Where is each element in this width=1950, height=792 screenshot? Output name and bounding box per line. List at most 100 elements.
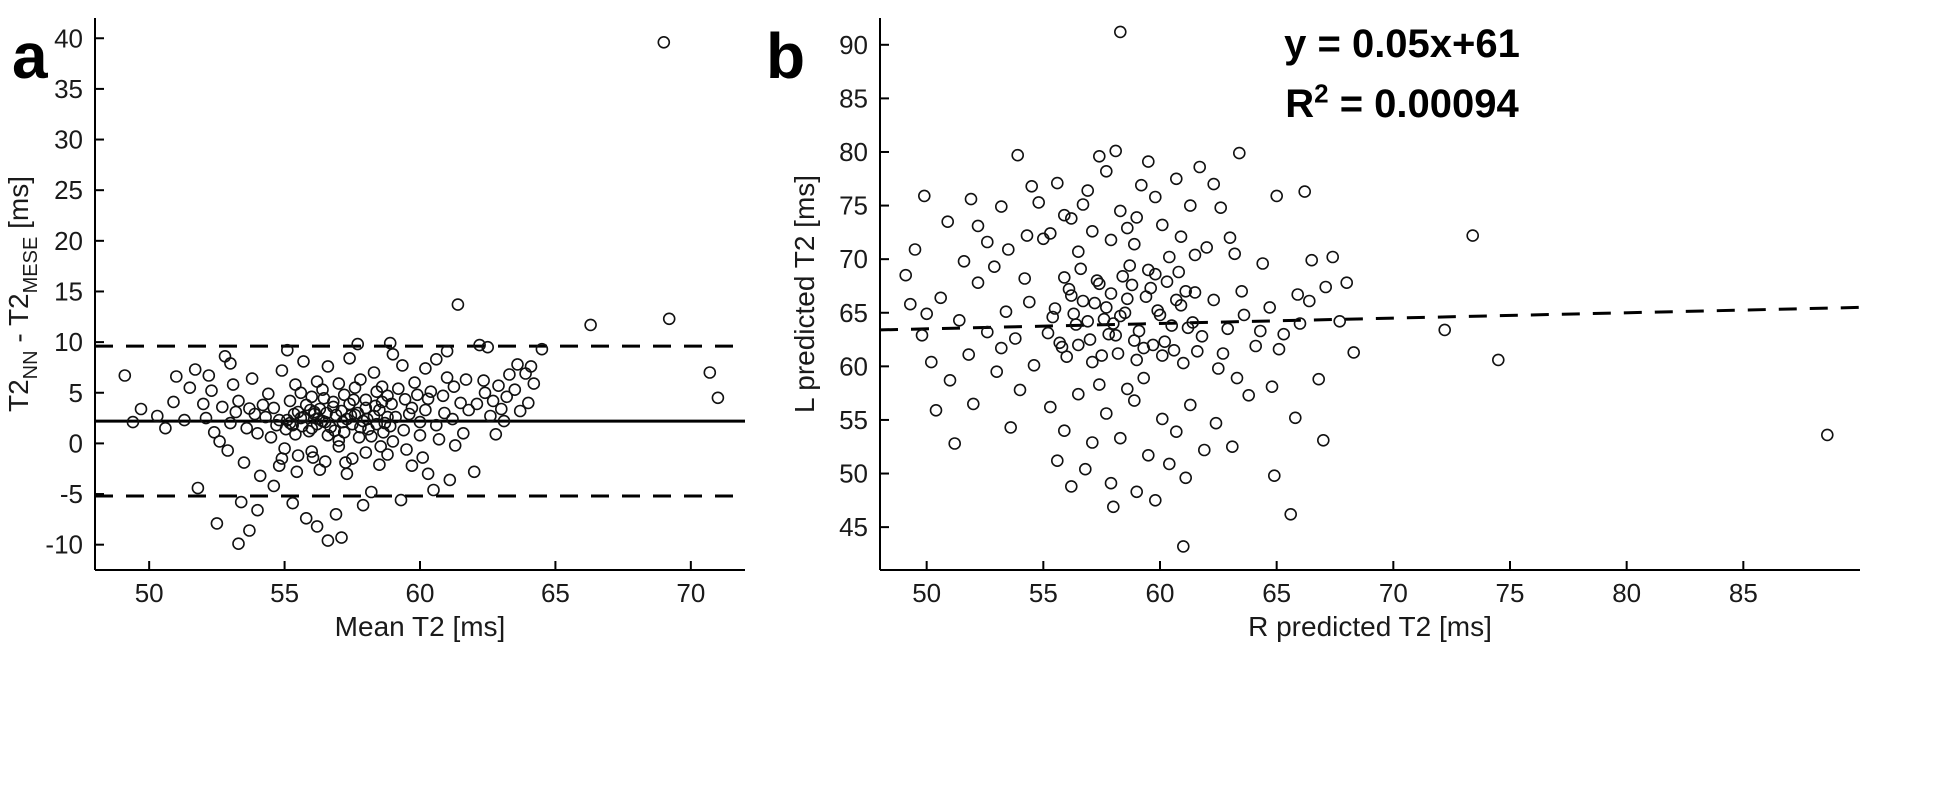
- scatter-point: [320, 406, 333, 420]
- scatter-point: [191, 481, 205, 495]
- scatter-point: [908, 243, 922, 256]
- scatter-point: [324, 420, 337, 434]
- x-tick-label: 65: [541, 578, 570, 608]
- scatter-point: [904, 297, 917, 311]
- x-tick-label: 55: [1029, 578, 1058, 608]
- scatter-point: [310, 520, 324, 533]
- scatter-point: [167, 395, 180, 409]
- scatter-point: [199, 411, 213, 425]
- scatter-point: [1120, 221, 1134, 235]
- y-tick-label: 70: [839, 244, 868, 274]
- scatter-point: [1090, 274, 1104, 287]
- y-tick-label: 40: [54, 23, 83, 53]
- x-tick-label: 60: [1146, 578, 1175, 608]
- scatter-point: [305, 445, 319, 458]
- scatter-point: [321, 534, 335, 547]
- scatter-point: [299, 511, 313, 525]
- scatter-point: [373, 403, 386, 417]
- scatter-point: [283, 394, 297, 408]
- scatter-point: [957, 254, 971, 268]
- scatter-point: [1083, 333, 1097, 346]
- scatter-point: [1232, 146, 1246, 160]
- scatter-point: [344, 409, 358, 422]
- fit-r-squared: R2 = 0.00094: [1232, 74, 1572, 134]
- scatter-point: [478, 386, 492, 400]
- scatter-point: [1041, 326, 1055, 340]
- scatter-point: [1095, 349, 1109, 362]
- scatter-point: [447, 380, 461, 394]
- scatter-point: [1316, 433, 1330, 447]
- scatter-point: [410, 388, 424, 402]
- scatter-point: [459, 373, 473, 386]
- scatter-point: [1284, 507, 1298, 521]
- scatter-point: [1125, 278, 1139, 292]
- fit-equation: y = 0.05x+61: [1284, 22, 1520, 66]
- scatter-point: [251, 426, 264, 440]
- scatter-point: [188, 363, 202, 376]
- scatter-point: [1064, 289, 1078, 302]
- scatter-point: [1319, 280, 1333, 294]
- scatter-point: [305, 390, 319, 404]
- scatter-point: [1002, 243, 1015, 256]
- scatter-point: [1176, 356, 1190, 370]
- scatter-point: [1211, 362, 1225, 375]
- scatter-point: [1291, 288, 1305, 301]
- scatter-point: [272, 459, 286, 473]
- scatter-point: [256, 398, 270, 412]
- scatter-point: [1130, 211, 1144, 224]
- scatter-point: [1127, 334, 1141, 347]
- scatter-point: [929, 403, 943, 417]
- scatter-point: [948, 437, 961, 450]
- scatter-point: [340, 467, 354, 481]
- scatter-point: [352, 430, 366, 444]
- scatter-point: [332, 440, 346, 453]
- scatter-point: [964, 192, 978, 206]
- scatter-point: [1046, 310, 1060, 324]
- x-tick-label: 60: [406, 578, 435, 608]
- scatter-point: [999, 305, 1013, 319]
- scatter-point: [240, 421, 253, 435]
- scatter-point: [328, 424, 342, 438]
- x-tick-label: 75: [1496, 578, 1525, 608]
- y-tick-label: 50: [839, 459, 868, 489]
- scatter-point: [278, 442, 291, 455]
- scatter-point: [1197, 443, 1211, 457]
- scatter-point: [1491, 353, 1505, 367]
- y-tick-label: 85: [839, 83, 868, 113]
- scatter-point: [261, 387, 275, 401]
- scatter-point: [400, 443, 413, 456]
- scatter-point: [1174, 230, 1188, 243]
- scatter-point: [990, 365, 1003, 379]
- scatter-point: [421, 467, 435, 481]
- scatter-point: [1183, 398, 1197, 412]
- scatter-point: [368, 399, 382, 413]
- scatter-point: [915, 328, 929, 342]
- y-tick-label: 75: [839, 191, 868, 221]
- scatter-point: [527, 377, 541, 390]
- scatter-point: [280, 343, 294, 357]
- scatter-point: [343, 351, 356, 365]
- scatter-point: [253, 469, 267, 483]
- scatter-point: [1120, 292, 1134, 306]
- scatter-point: [398, 392, 412, 406]
- scatter-point: [454, 396, 467, 410]
- scatter-point: [1009, 332, 1022, 345]
- scatter-point: [943, 373, 957, 387]
- scatter-point: [1228, 247, 1242, 261]
- scatter-point: [335, 531, 348, 544]
- scatter-point: [1020, 229, 1034, 242]
- scatter-point: [1190, 344, 1204, 358]
- scatter-point: [1092, 150, 1106, 163]
- y-tick-label: 30: [54, 125, 83, 155]
- scatter-point: [310, 417, 324, 431]
- scatter-point: [657, 35, 671, 49]
- scatter-point: [337, 388, 351, 402]
- y-axis-label: L predicted T2 [ms]: [790, 175, 820, 413]
- y-tick-label: 65: [839, 298, 868, 328]
- scatter-point: [224, 357, 237, 370]
- scatter-point: [440, 371, 454, 384]
- scatter-point: [1057, 208, 1071, 222]
- chart-b: 50 55 60 65 70 75 80 85 45 50 55 60 65 70 75 80 85 90 R pr…: [790, 18, 1861, 642]
- scatter-point: [934, 291, 947, 305]
- scatter-point: [332, 377, 346, 390]
